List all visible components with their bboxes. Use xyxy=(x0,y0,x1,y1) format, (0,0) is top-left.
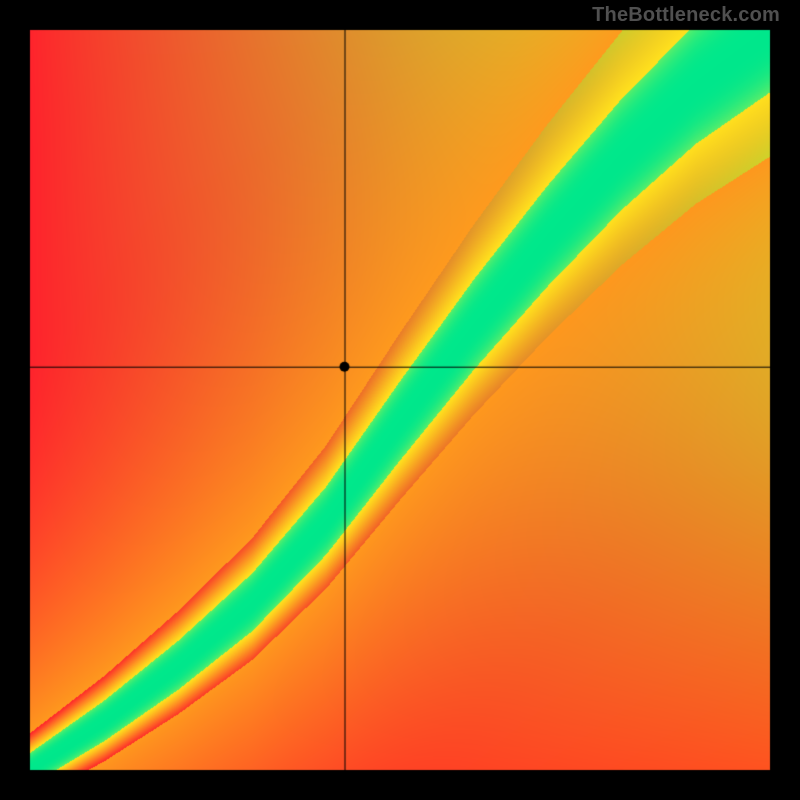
watermark-text: TheBottleneck.com xyxy=(592,4,780,27)
chart-container: TheBottleneck.com xyxy=(0,0,800,800)
heatmap-canvas xyxy=(0,0,800,800)
